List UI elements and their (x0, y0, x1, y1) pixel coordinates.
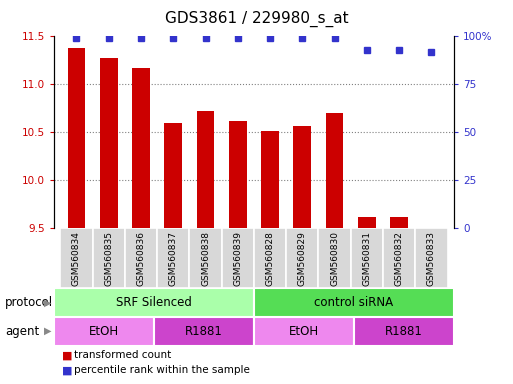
Text: GSM560836: GSM560836 (136, 231, 146, 286)
Bar (286, 228, 319, 288)
Bar (319, 228, 351, 288)
Bar (132, 68, 150, 228)
Bar (125, 228, 157, 288)
Text: transformed count: transformed count (74, 350, 172, 360)
Text: GSM560833: GSM560833 (427, 231, 436, 286)
Text: EtOH: EtOH (89, 325, 119, 338)
Text: R1881: R1881 (385, 325, 423, 338)
Text: percentile rank within the sample: percentile rank within the sample (74, 366, 250, 376)
Bar (222, 228, 254, 288)
Bar (326, 113, 344, 228)
Text: GSM560839: GSM560839 (233, 231, 242, 286)
Bar (254, 288, 454, 317)
Bar (383, 228, 416, 288)
Bar (416, 228, 447, 288)
Text: GSM560834: GSM560834 (72, 231, 81, 286)
Bar (254, 228, 286, 288)
Text: GSM560828: GSM560828 (266, 231, 274, 286)
Bar (261, 131, 279, 228)
Bar (358, 217, 376, 228)
Bar (196, 111, 214, 228)
Text: agent: agent (5, 325, 40, 338)
Text: GSM560829: GSM560829 (298, 231, 307, 286)
Bar (61, 228, 92, 288)
Text: GSM560831: GSM560831 (362, 231, 371, 286)
Bar (229, 121, 247, 228)
Text: control siRNA: control siRNA (314, 296, 393, 309)
Bar (390, 217, 408, 228)
Text: SRF Silenced: SRF Silenced (116, 296, 192, 309)
Bar (293, 126, 311, 228)
Text: EtOH: EtOH (289, 325, 319, 338)
Text: ▶: ▶ (44, 326, 51, 336)
Text: protocol: protocol (5, 296, 53, 309)
Text: ■: ■ (62, 350, 72, 360)
Bar (254, 317, 354, 346)
Bar (157, 228, 189, 288)
Text: GSM560837: GSM560837 (169, 231, 178, 286)
Bar (354, 317, 454, 346)
Bar (54, 288, 254, 317)
Bar (68, 48, 85, 228)
Text: ▶: ▶ (44, 297, 51, 308)
Bar (100, 58, 117, 228)
Text: GDS3861 / 229980_s_at: GDS3861 / 229980_s_at (165, 11, 348, 27)
Text: GSM560838: GSM560838 (201, 231, 210, 286)
Bar (351, 228, 383, 288)
Bar (54, 317, 154, 346)
Text: R1881: R1881 (185, 325, 223, 338)
Bar (154, 317, 254, 346)
Text: GSM560835: GSM560835 (104, 231, 113, 286)
Bar (164, 123, 182, 228)
Text: ■: ■ (62, 366, 72, 376)
Text: GSM560830: GSM560830 (330, 231, 339, 286)
Bar (92, 228, 125, 288)
Text: GSM560832: GSM560832 (394, 231, 404, 286)
Bar (189, 228, 222, 288)
